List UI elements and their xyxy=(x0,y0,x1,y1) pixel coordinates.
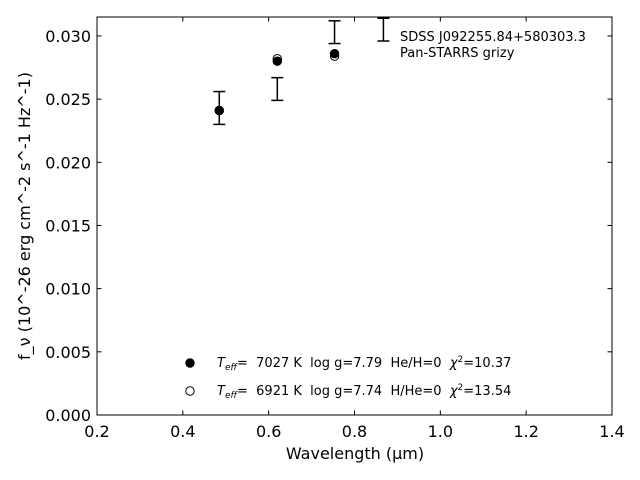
x-tick-label: 1.0 xyxy=(428,422,453,441)
y-tick-label: 0.020 xyxy=(45,153,91,172)
y-axis-label: f_ν (10^-26 erg cm^-2 s^-1 Hz^-1) xyxy=(15,72,35,360)
x-tick-labels: 0.2 0.4 0.6 0.8 1.0 1.2 1.4 xyxy=(84,422,624,441)
legend-marker-open xyxy=(185,386,195,396)
x-tick-label: 0.2 xyxy=(84,422,109,441)
x-tick-label: 0.4 xyxy=(170,422,195,441)
model-point-open xyxy=(329,51,340,61)
model-point-open xyxy=(272,53,282,64)
plot-frame xyxy=(96,16,613,416)
error-bar xyxy=(328,20,341,45)
y-tick-label: 0.000 xyxy=(45,406,91,425)
x-tick-label: 1.4 xyxy=(599,422,624,441)
annotation-object-name: SDSS J092255.84+580303.3 xyxy=(400,30,586,45)
y-tick-labels: 0.000 0.005 0.010 0.015 0.020 0.025 0.030 xyxy=(45,27,91,425)
legend-marker-filled xyxy=(185,358,195,368)
x-tick-label: 1.2 xyxy=(513,422,538,441)
model-points xyxy=(214,48,340,116)
model-point-filled xyxy=(272,56,282,66)
y-tick-label: 0.005 xyxy=(45,343,91,362)
y-tick-label: 0.030 xyxy=(45,27,91,46)
legend-entry-2: Teff= 6921 K log g=7.74 H/He=0 χ2=13.54 xyxy=(217,383,511,401)
annotation-survey-name: Pan-STARRS grizy xyxy=(400,46,515,61)
model-point-open xyxy=(214,105,224,116)
error-bar xyxy=(377,17,390,42)
legend-entry-1: Teff= 7027 K log g=7.79 He/H=0 χ2=10.37 xyxy=(217,355,511,373)
y-tick-label: 0.010 xyxy=(45,280,91,299)
y-tick-label: 0.025 xyxy=(45,90,91,109)
y-tick-label: 0.015 xyxy=(45,216,91,235)
legend: Teff= 7027 K log g=7.79 He/H=0 χ2=10.37 … xyxy=(185,355,511,401)
x-tick-label: 0.6 xyxy=(256,422,281,441)
x-tick-label: 0.8 xyxy=(342,422,367,441)
error-bar xyxy=(271,76,284,102)
observed-error-bars xyxy=(213,17,390,126)
x-axis-label: Wavelength (μm) xyxy=(286,444,424,463)
model-point-filled xyxy=(329,48,340,59)
